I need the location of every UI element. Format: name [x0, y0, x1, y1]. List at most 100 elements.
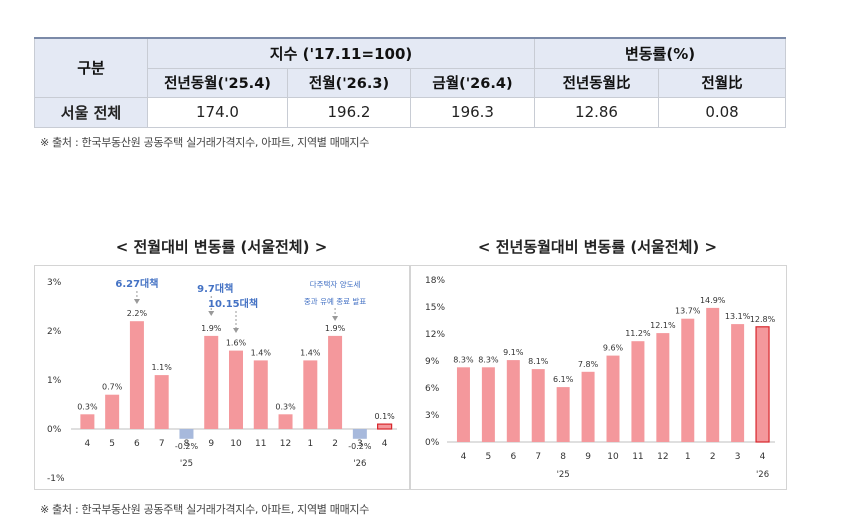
data-label: 8.3%: [478, 355, 499, 364]
x-tick-label: 6: [510, 452, 516, 462]
data-label: 12.1%: [650, 321, 676, 330]
chart-title-yoy: < 전년동월대비 변동률 (서울전체) >: [477, 238, 718, 256]
y-tick-label: 2%: [47, 327, 62, 337]
annotation-arrow: [208, 311, 215, 316]
bar: [377, 423, 393, 430]
annotation-arrow: [233, 328, 239, 333]
bar: [179, 429, 194, 439]
bar: [154, 375, 169, 429]
bar: [581, 371, 595, 442]
x-tick-label: 10: [607, 452, 619, 462]
year-label: '26: [353, 459, 366, 469]
x-tick-label: 7: [535, 452, 541, 462]
x-tick-label: 11: [255, 439, 266, 449]
bar: [531, 369, 545, 442]
bar: [481, 367, 495, 442]
y-tick-label: 3%: [425, 411, 440, 421]
data-label: 9.6%: [603, 344, 624, 353]
x-tick-label: 4: [461, 452, 467, 462]
bar: [656, 333, 670, 442]
data-label: 12.8%: [750, 315, 776, 324]
bar: [278, 414, 293, 429]
annotation-label: 중과 유예 종료 발표: [304, 296, 366, 306]
index-table: 구분 지수 ('17.11=100) 변동률(%) 전년동월('25.4) 전월…: [34, 37, 787, 128]
data-label: 1.6%: [226, 339, 247, 348]
y-tick-label: 12%: [425, 330, 445, 340]
x-tick-label: 8: [184, 439, 190, 449]
data-label: 1.9%: [201, 324, 222, 333]
bar: [129, 321, 144, 429]
x-tick-label: 5: [486, 452, 492, 462]
y-tick-label: 0%: [425, 438, 440, 448]
data-label: 0.1%: [374, 412, 395, 421]
data-label: 0.3%: [77, 402, 98, 411]
bar: [631, 341, 645, 442]
data-label: 0.7%: [102, 383, 123, 392]
bar: [105, 394, 120, 429]
y-tick-label: 3%: [47, 278, 62, 288]
cell-yoy: 12.86: [534, 96, 660, 128]
x-tick-label: 11: [632, 452, 643, 462]
annotation-label: 6.27대책: [115, 277, 158, 290]
x-tick-label: 9: [208, 439, 214, 449]
row-label: 서울 전체: [34, 96, 148, 128]
annotation-label: 다주택자 양도세: [310, 279, 361, 289]
bar: [731, 324, 745, 442]
bar: [352, 429, 367, 439]
annotation-label: 10.15대책: [208, 297, 258, 310]
data-label: 13.7%: [675, 307, 701, 316]
x-tick-label: 7: [159, 439, 165, 449]
x-tick-label: 6: [134, 439, 140, 449]
source-note-bottom: ※ 출처 : 한국부동산원 공동주택 실거래가격지수, 아파트, 지역별 매매지…: [40, 503, 370, 516]
data-label: 1.4%: [300, 348, 321, 357]
data-label: 6.1%: [553, 375, 574, 384]
data-label: 9.1%: [503, 348, 524, 357]
data-label: 0.3%: [275, 402, 296, 411]
bar: [80, 414, 95, 429]
x-tick-label: 2: [332, 439, 338, 449]
y-tick-label: 9%: [425, 357, 440, 367]
year-label: '25: [557, 470, 570, 480]
bar: [303, 360, 318, 429]
x-tick-label: 5: [109, 439, 115, 449]
data-label: 11.2%: [625, 329, 651, 338]
data-label: 1.9%: [325, 324, 346, 333]
annotation-label: 9.7대책: [197, 282, 233, 295]
bar: [506, 360, 520, 442]
chart-yoy-svg: 0% 3% 6% 9% 12% 15% 18% 8.3% 4 8.3% 5 9.1% 6 8.1% 7 6.1…: [425, 276, 776, 480]
x-tick-label: 10: [230, 439, 242, 449]
subheader-this-month: 금월('26.4): [409, 67, 536, 98]
data-label: -0.2%: [175, 442, 199, 451]
table-row: 서울 전체 174.0 196.2 196.3 12.86 0.08: [34, 96, 787, 128]
year-label: '26: [756, 470, 769, 480]
bar: [681, 318, 695, 442]
y-tick-label: 1%: [47, 376, 62, 386]
x-tick-label: 3: [735, 452, 741, 462]
subheader-prev-month: 전월('26.3): [287, 67, 411, 98]
subheader-prev-year: 전년동월('25.4): [147, 67, 288, 98]
bar: [253, 360, 268, 429]
header-gubun: 구분: [34, 37, 148, 98]
data-label: 1.4%: [251, 348, 272, 357]
bar: [204, 335, 219, 429]
cell-prev-year: 174.0: [147, 96, 288, 128]
bar: [556, 387, 570, 442]
data-label: 2.2%: [127, 309, 148, 318]
x-tick-label: 9: [585, 452, 591, 462]
x-tick-label: 12: [657, 452, 668, 462]
annotation-arrow: [332, 316, 339, 321]
x-tick-label: 1: [685, 452, 691, 462]
x-tick-label: 12: [280, 439, 291, 449]
source-note-top: ※ 출처 : 한국부동산원 공동주택 실거래가격지수, 아파트, 지역별 매매지…: [40, 136, 370, 149]
y-tick-label: 18%: [425, 276, 445, 286]
x-tick-label: 4: [85, 439, 91, 449]
chart-title-mom: < 전월대비 변동률 (서울전체) >: [115, 238, 328, 256]
bar: [456, 367, 470, 442]
data-label: 8.3%: [453, 355, 474, 364]
y-tick-label: 15%: [425, 303, 445, 313]
subheader-yoy: 전년동월比: [534, 67, 660, 98]
header-change: 변동률(%): [534, 37, 787, 69]
x-tick-label: 4: [382, 439, 388, 449]
bar: [606, 355, 620, 442]
chart-mom: -1% 0% 1% 2% 3% 0.3% 4 0.7% 5 2.2% 6 1.1% 7 -0.2% 8 1.9…: [34, 265, 410, 490]
